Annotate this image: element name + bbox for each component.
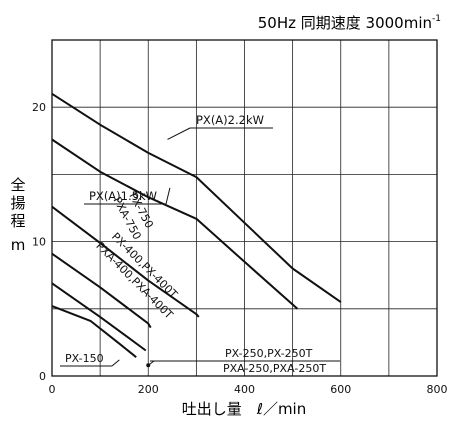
pump-curve-1 (51, 92, 342, 303)
x-tick-label: 0 (49, 383, 56, 396)
pump-curve-2 (51, 138, 299, 310)
x-tick-label: 400 (234, 383, 255, 396)
annotation-px250-dot (146, 363, 151, 368)
annotation-px22: PX(A)2.2kW (196, 113, 264, 127)
y-axis-label-unit: m (11, 236, 26, 254)
plot-frame (51, 39, 438, 377)
x-tick-label: 800 (427, 383, 448, 396)
x-tick-label: 200 (138, 383, 159, 396)
annotation-px150-leader (111, 359, 120, 367)
annotation-px22-leader (167, 127, 191, 140)
y-axis-label-char-1: 全 (10, 176, 25, 194)
x-tick-label: 600 (330, 383, 351, 396)
x-axis-label: 吐出し量 ℓ／min (182, 400, 306, 418)
chart-title: 50Hz 同期速度 3000min-1 (258, 14, 441, 32)
chart-title-sup: -1 (432, 14, 441, 24)
y-tick-label: 0 (39, 370, 46, 383)
pump-curve-6 (51, 305, 137, 358)
pump-curve-3 (51, 205, 200, 318)
annotation-px15-leader (165, 187, 171, 205)
y-tick-label: 20 (32, 101, 46, 114)
annotation-px250: PX-250,PX-250T (225, 347, 313, 360)
pump-curve-5 (51, 282, 147, 352)
y-axis-label-char-3: 程 (10, 212, 25, 230)
pump-curve-4 (51, 252, 152, 329)
annotation-px150: PX-150 (65, 352, 104, 365)
y-tick-label: 10 (32, 236, 46, 249)
annotation-pxa250: PXA-250,PXA-250T (223, 362, 326, 375)
annotation-px15: PX(A)1.5kW (89, 189, 157, 203)
chart-title-main: 50Hz 同期速度 3000min (258, 14, 432, 32)
y-axis-label-char-2: 揚 (10, 194, 25, 212)
